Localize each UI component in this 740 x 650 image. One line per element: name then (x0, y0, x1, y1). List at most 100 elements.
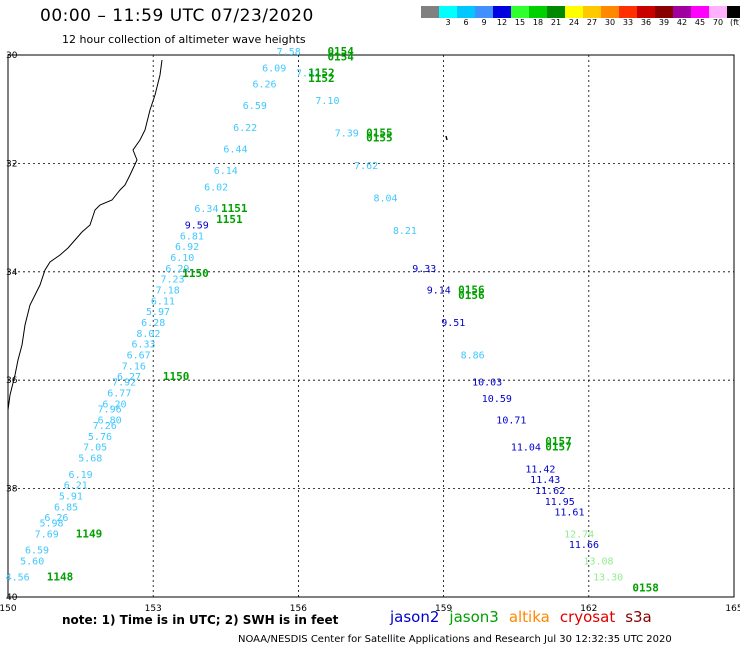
colorbar-swatch (673, 6, 691, 18)
wave-height-point: 6.20 (102, 399, 126, 410)
colorbar-cell: 18 (529, 6, 547, 28)
time-label: 1150 (163, 370, 190, 383)
time-label: 1148 (47, 571, 74, 584)
page-subtitle: 12 hour collection of altimeter wave hei… (62, 33, 306, 46)
time-label: 0155 (366, 132, 393, 145)
wave-height-point: 7.10 (315, 96, 339, 107)
wave-height-point: 8.02 (136, 329, 160, 340)
colorbar-swatch (475, 6, 493, 18)
wave-height-point: 6.11 (151, 296, 175, 307)
wave-height-point: 9.51 (441, 318, 465, 329)
y-tick-label: 36 (6, 376, 18, 386)
colorbar-cell: 24 (565, 6, 583, 28)
wave-height-point: 4.56 (6, 573, 30, 584)
satellite-legend-item: cryosat (559, 608, 616, 626)
satellite-legend-item: jason2 (390, 608, 440, 626)
wave-height-point: 7.92 (112, 378, 136, 389)
wave-height-point: 6.59 (243, 101, 267, 112)
colorbar-swatch (565, 6, 583, 18)
grid-lines (7, 54, 735, 598)
wave-height-point: 6.59 (25, 546, 49, 557)
colorbar-label: 39 (658, 18, 670, 27)
wave-height-point: 10.03 (472, 378, 502, 389)
colorbar-label: 33 (622, 18, 634, 27)
wave-height-point: 6.10 (170, 253, 194, 264)
wave-height-point: 7.58 (277, 47, 301, 58)
colorbar-label: 24 (568, 18, 580, 27)
x-tick-label: 153 (145, 604, 162, 614)
wave-height-point: 8.86 (461, 351, 485, 362)
colorbar-label: 42 (676, 18, 688, 27)
wave-height-point: 5.91 (59, 491, 83, 502)
wave-height-point: 13.08 (583, 556, 613, 567)
wave-height-point: 7.69 (35, 529, 59, 540)
x-tick-label: 159 (435, 604, 452, 614)
colorbar-swatch (709, 6, 727, 18)
colorbar-cell: 15 (511, 6, 529, 28)
wave-height-point: 5.76 (88, 432, 112, 443)
island-mark (445, 135, 448, 141)
wave-height-point: 9.33 (412, 264, 436, 275)
colorbar-swatch (655, 6, 673, 18)
wave-height-point: 6.14 (214, 166, 238, 177)
colorbar-swatch (493, 6, 511, 18)
coastline (7, 59, 448, 411)
wave-height-point: 8.04 (373, 193, 397, 204)
wave-height-point: 7.26 (93, 421, 117, 432)
coastline-path (7, 59, 163, 411)
colorbar-label: 70 (712, 18, 724, 27)
colorbar-swatch (457, 6, 475, 18)
wave-height-point: 9.59 (185, 220, 209, 231)
wave-height-point: 11.61 (554, 508, 584, 519)
time-label: 0156 (458, 289, 485, 302)
wave-height-point: 6.09 (262, 63, 286, 74)
x-tick-label: 150 (0, 604, 17, 614)
wave-height-point: 5.98 (40, 519, 64, 530)
y-tick-label: 30 (6, 51, 18, 61)
wave-height-point: 11.43 (530, 475, 560, 486)
colorbar-label: 36 (640, 18, 652, 27)
colorbar-cell: 6 (457, 6, 475, 28)
wave-height-point: 7.42 (296, 69, 320, 80)
wave-height-point: 7.62 (354, 161, 378, 172)
colorbar-cell: 27 (583, 6, 601, 28)
wave-height-point: 6.29 (165, 264, 189, 275)
wave-height-point: 9.14 (427, 285, 451, 296)
wave-height-point: 5.97 (146, 307, 170, 318)
colorbar-label: 30 (604, 18, 616, 27)
time-label: 0156 (458, 283, 485, 296)
wave-height-point: 6.67 (127, 351, 151, 362)
wave-height-point: 6.02 (204, 183, 228, 194)
colorbar-label: 12 (496, 18, 508, 27)
colorbar-swatch (511, 6, 529, 18)
time-label: 1149 (76, 527, 103, 540)
colorbar-cell: 21 (547, 6, 565, 28)
time-label: 1152 (308, 72, 335, 85)
colorbar-swatch (637, 6, 655, 18)
colorbar-label: 27 (586, 18, 598, 27)
colorbar-cell: 36 (637, 6, 655, 28)
satellite-legend-item: altika (508, 608, 550, 626)
wave-height-point: 11.04 (511, 443, 541, 454)
wave-height-point: 11.42 (525, 464, 555, 475)
wave-height-point: 6.77 (107, 388, 131, 399)
colorbar-cell: 3 (439, 6, 457, 28)
colorbar-swatch (439, 6, 457, 18)
colorbar-swatch (547, 6, 565, 18)
wave-height-point: 11.62 (535, 486, 565, 497)
wave-height-point: 6.26 (252, 80, 276, 91)
wave-height-point: 6.33 (131, 340, 155, 351)
time-label: 0155 (366, 126, 393, 139)
wave-height-point: 5.60 (20, 556, 44, 567)
colorbar-label: 18 (532, 18, 544, 27)
colorbar-label: (ft) (729, 18, 740, 27)
page-title: 00:00 – 11:59 UTC 07/23/2020 (40, 6, 314, 26)
data-points: 4.565.606.597.695.986.266.855.916.216.19… (6, 47, 624, 584)
y-tick-label: 40 (6, 593, 18, 603)
colorbar-cell (421, 6, 439, 28)
colorbar-label: 9 (481, 18, 487, 27)
colorbar-label: 45 (694, 18, 706, 27)
satellite-legend-item: jason3 (449, 608, 499, 626)
